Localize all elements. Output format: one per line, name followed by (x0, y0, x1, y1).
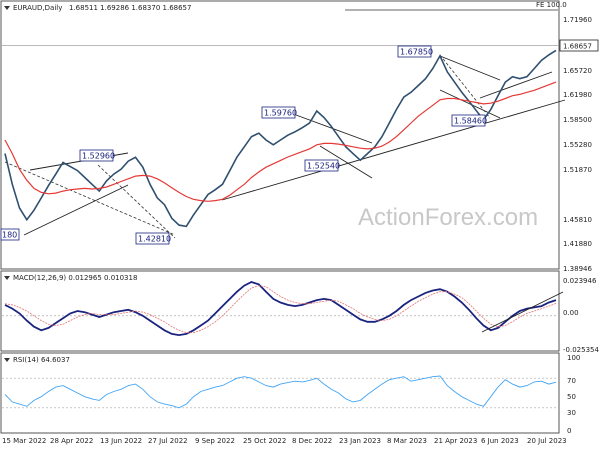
annotation-box (79, 149, 114, 162)
price-tick: 1.45810 (563, 216, 592, 224)
watermark: ActionForex.com (358, 204, 538, 231)
annotation-1-5296: 1.52960 (79, 149, 115, 162)
rsi-tick: 50 (567, 393, 576, 401)
macd-title: MACD(12,26,9) 0.012965 0.010318 (13, 274, 137, 282)
annotation-label: 1.42810 (138, 235, 171, 244)
price-tick: 1.65720 (563, 67, 592, 75)
support-trendline (221, 99, 566, 201)
collapse-triangle-icon (4, 358, 10, 362)
annotation-box (261, 106, 296, 119)
price-line (4, 49, 557, 228)
annotation-label: 1.58460 (454, 117, 487, 126)
annotation-box (397, 45, 432, 58)
annotation-label: 1.67850 (400, 48, 433, 57)
price-header: EURAUD,Daily 1.68511 1.69286 1.68370 1.6… (4, 4, 191, 12)
x-tick: 15 Mar 2022 (2, 437, 46, 445)
price-tick: 1.61980 (563, 91, 592, 99)
macd-panel-frame (0, 270, 560, 352)
annotation-1-5254: 1.52540 (304, 159, 340, 172)
annotation-label: 1.52960 (82, 152, 115, 161)
macd-tick: -0.025354 (563, 346, 599, 354)
small-rising-line (479, 71, 553, 99)
price-tick: 1.58500 (563, 116, 592, 124)
price-tick: 1.51870 (563, 166, 592, 174)
wedge-lower-line (439, 89, 501, 119)
x-tick: 13 Jun 2022 (100, 437, 142, 445)
rsi-title: RSI(14) 64.6037 (13, 356, 70, 364)
rsi-tick: 100 (567, 354, 580, 362)
chart-title: EURAUD,Daily (13, 4, 62, 12)
annotation-box (135, 232, 170, 245)
fe-label: FE 100.0 (536, 1, 567, 9)
x-tick: 8 Dec 2022 (292, 437, 332, 445)
rsi-tick: 0 (567, 427, 571, 435)
price-axis: 1.71960 1.65720 1.61980 1.58500 1.55280 … (563, 16, 592, 273)
annotation-1-5846: 1.58460 (451, 114, 487, 127)
price-tick: 1.41880 (563, 240, 592, 248)
macd-signal-line (4, 285, 557, 334)
moving-average-line (4, 81, 557, 202)
price-tick: 1.38946 (563, 265, 592, 273)
rsi-header: RSI(14) 64.6037 (4, 356, 70, 364)
price-series (4, 49, 557, 228)
x-tick: 27 Jul 2022 (148, 437, 188, 445)
annotation-1-6785: 1.67850 (397, 45, 433, 58)
x-axis: 15 Mar 2022 28 Apr 2022 13 Jun 2022 27 J… (2, 437, 567, 445)
annotation-1-5976: 1.59760 (261, 106, 297, 119)
rsi-series (2, 375, 558, 409)
macd-header: MACD(12,26,9) 0.012965 0.010318 (4, 274, 137, 282)
x-tick: 6 Jun 2023 (481, 437, 519, 445)
x-tick: 9 Sep 2022 (195, 437, 235, 445)
last-price-label: 1.68657 (563, 43, 592, 51)
macd-series (2, 281, 558, 337)
annotation-label: 1.59760 (264, 109, 297, 118)
dashed-line-3 (439, 54, 491, 119)
annotation-1-4281: 1.42810 (135, 232, 171, 245)
annotation-box (0, 228, 20, 241)
macd-tick: 0.00 (563, 309, 579, 317)
x-tick: 23 Jan 2023 (339, 437, 381, 445)
x-tick: 25 Oct 2022 (243, 437, 286, 445)
annotation-box (451, 114, 486, 127)
price-tick: 1.71960 (563, 16, 592, 24)
rsi-line (4, 375, 557, 409)
annotation-box (304, 159, 339, 172)
collapse-triangle-icon (4, 6, 10, 10)
annotation-label: 180 (2, 231, 17, 240)
rsi-tick: 30 (567, 409, 576, 417)
annotation-label: 1.52540 (307, 162, 340, 171)
dashed-line-1 (4, 161, 176, 236)
x-tick: 28 Apr 2022 (50, 437, 93, 445)
price-panel-frame (0, 0, 560, 270)
collapse-triangle-icon (4, 276, 10, 280)
macd-trendline (481, 291, 564, 333)
x-tick: 20 Jul 2023 (527, 437, 567, 445)
price-tick: 1.55280 (563, 141, 592, 149)
macd-line (4, 281, 557, 337)
ohlc-header: 1.68511 1.69286 1.68370 1.68657 (69, 4, 191, 12)
rsi-panel-frame (0, 352, 560, 434)
macd-tick: 0.023946 (563, 277, 597, 285)
x-tick: 8 Mar 2023 (387, 437, 427, 445)
last-price-marker (559, 39, 599, 52)
channel-lower-line (23, 184, 129, 236)
flag-lower-line (319, 145, 373, 179)
rsi-tick: 70 (567, 377, 576, 385)
x-tick: 21 Apr 2023 (434, 437, 477, 445)
annotation-180: 180 (0, 228, 20, 241)
wedge-upper-line (439, 55, 501, 81)
